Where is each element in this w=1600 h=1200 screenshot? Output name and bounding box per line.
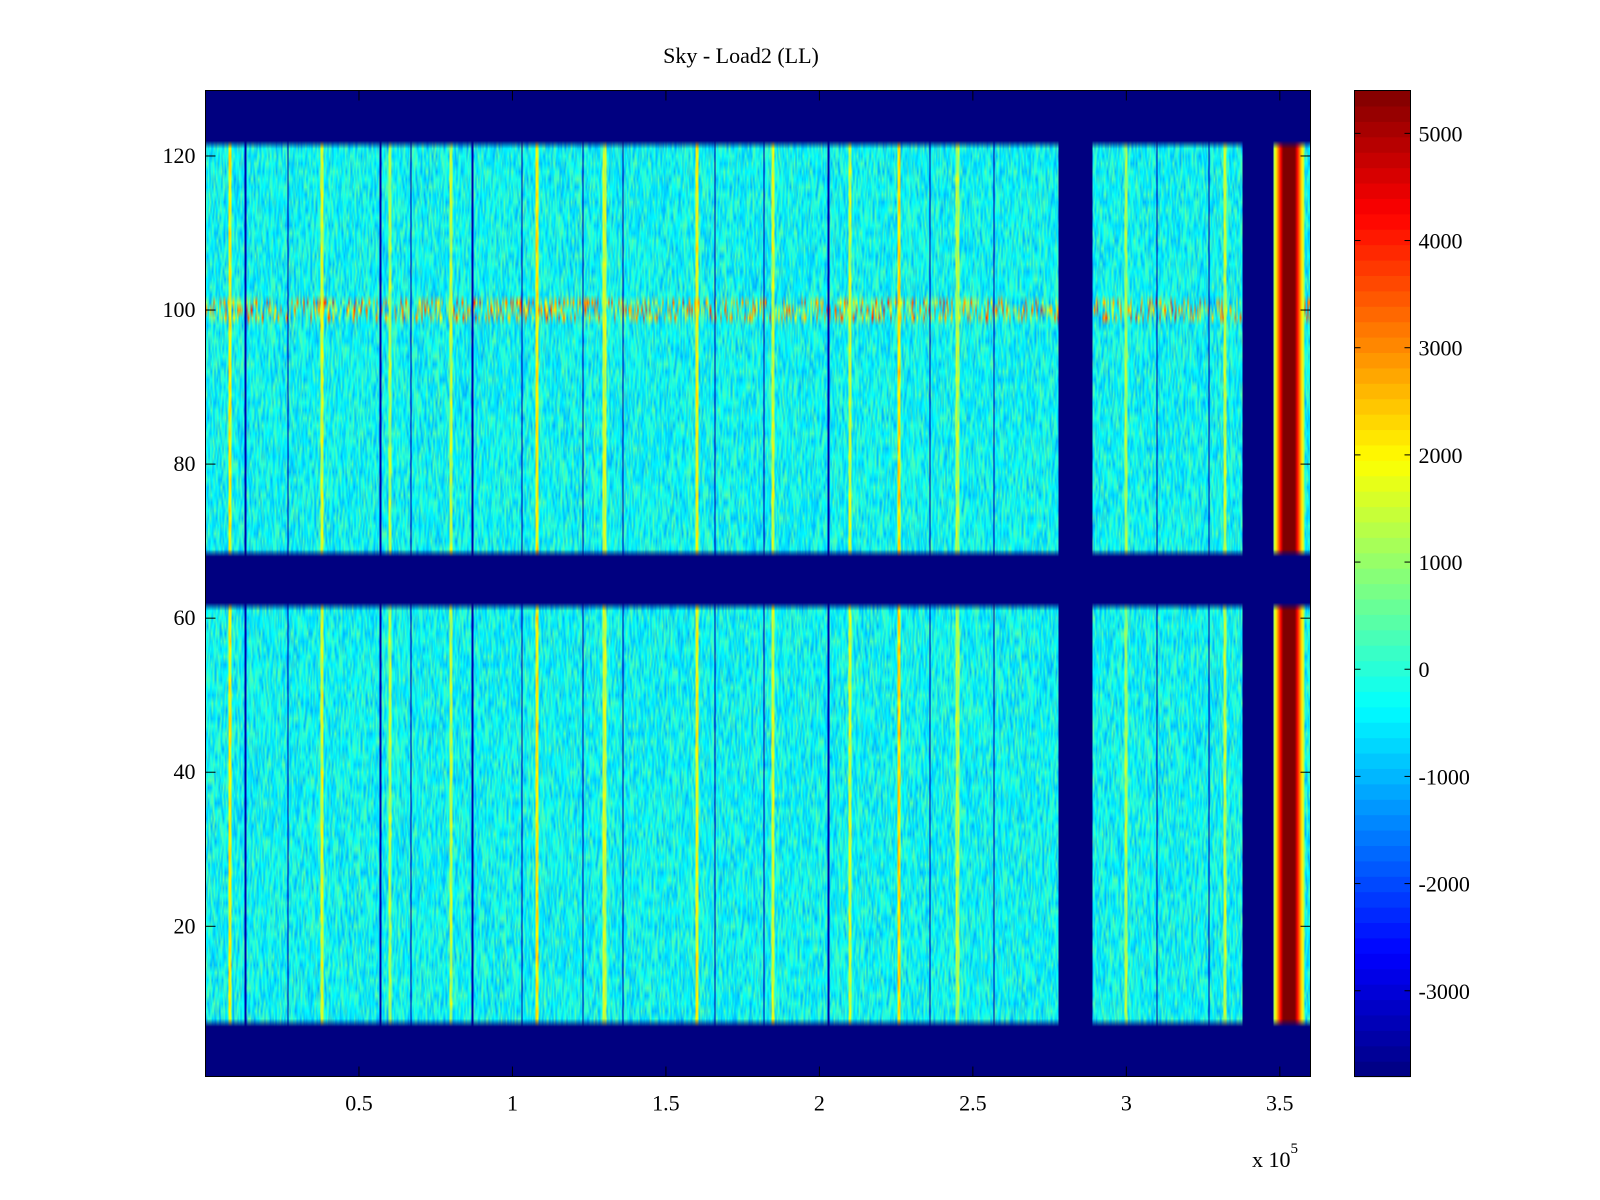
colorbar-swatch (1354, 1030, 1411, 1047)
colorbar-swatch (1354, 876, 1411, 893)
colorbar-swatch (1354, 383, 1411, 400)
x-exponent-label: x 105 (1252, 1141, 1298, 1172)
colorbar-swatch (1354, 398, 1411, 415)
colorbar-swatch (1354, 290, 1411, 307)
colorbar-swatch (1354, 799, 1411, 816)
chart-title: Sky - Load2 (LL) (663, 43, 819, 68)
colorbar-swatch (1354, 337, 1411, 354)
colorbar-swatch (1354, 629, 1411, 646)
y-tick-label: 120 (163, 143, 196, 168)
colorbar-swatch (1354, 244, 1411, 261)
colorbar-swatch (1354, 552, 1411, 569)
colorbar-swatch (1354, 275, 1411, 292)
colorbar-swatch (1354, 768, 1411, 785)
colorbar-swatch (1354, 568, 1411, 585)
colorbar-swatch (1354, 414, 1411, 431)
y-tick-label: 80 (174, 451, 196, 476)
colorbar-swatch (1354, 830, 1411, 847)
heatmap-image (205, 90, 1311, 1077)
x-tick-label: 1.5 (652, 1091, 680, 1116)
colorbar-swatch (1354, 105, 1411, 122)
colorbar-tick-label: 5000 (1419, 121, 1463, 146)
colorbar-swatch (1354, 968, 1411, 985)
colorbar-swatch (1354, 660, 1411, 677)
colorbar-swatch (1354, 845, 1411, 862)
colorbar-swatch (1354, 444, 1411, 461)
colorbar-swatch (1354, 537, 1411, 554)
colorbar-swatch (1354, 259, 1411, 276)
colorbar-swatch (1354, 136, 1411, 153)
x-tick-label: 3 (1121, 1091, 1132, 1116)
x-exponent-base: x 10 (1252, 1147, 1291, 1172)
colorbar-swatch (1354, 321, 1411, 338)
x-tick-label: 2.5 (959, 1091, 987, 1116)
colorbar-swatch (1354, 491, 1411, 508)
colorbar-swatch (1354, 429, 1411, 446)
colorbar-swatch (1354, 167, 1411, 184)
colorbar-swatch (1354, 90, 1411, 107)
colorbar-swatch (1354, 645, 1411, 662)
colorbar-swatch (1354, 691, 1411, 708)
colorbar-swatch (1354, 675, 1411, 692)
colorbar-swatch (1354, 229, 1411, 246)
plot-frame (205, 90, 1311, 1077)
colorbar-swatch (1354, 891, 1411, 908)
colorbar-swatch (1354, 783, 1411, 800)
y-axis: 20 40 60 80 100 120 (163, 143, 1311, 938)
colorbar-swatch (1354, 475, 1411, 492)
colorbar-swatch (1354, 614, 1411, 631)
colorbar-tick-label: 2000 (1419, 443, 1463, 468)
colorbar-swatch (1354, 999, 1411, 1016)
x-tick-label: 3.5 (1266, 1091, 1294, 1116)
colorbar-swatch (1354, 182, 1411, 199)
colorbar-tick-label: 0 (1419, 657, 1430, 682)
colorbar-swatch (1354, 953, 1411, 970)
colorbar-swatch (1354, 937, 1411, 954)
colorbar-swatch (1354, 1014, 1411, 1031)
x-exponent-power: 5 (1291, 1141, 1299, 1157)
colorbar-tick-label: 3000 (1419, 336, 1463, 361)
plot-area (205, 90, 1311, 1077)
y-tick-label: 100 (163, 297, 196, 322)
colorbar-swatch (1354, 984, 1411, 1001)
colorbar-frame (1354, 90, 1411, 1077)
colorbar-swatch (1354, 367, 1411, 384)
x-tick-label: 0.5 (345, 1091, 373, 1116)
colorbar-tick-label: -2000 (1419, 872, 1470, 897)
colorbar-swatch (1354, 922, 1411, 939)
y-tick-label: 20 (174, 913, 196, 938)
y-tick-label: 60 (174, 605, 196, 630)
colorbar (1354, 90, 1411, 1078)
colorbar-swatch (1354, 306, 1411, 323)
colorbar-swatch (1354, 907, 1411, 924)
colorbar-swatch (1354, 752, 1411, 769)
colorbar-tick-label: -3000 (1419, 979, 1470, 1004)
colorbar-swatch (1354, 121, 1411, 138)
colorbar-swatch (1354, 1061, 1411, 1078)
colorbar-swatch (1354, 521, 1411, 538)
colorbar-swatch (1354, 460, 1411, 477)
colorbar-swatch (1354, 213, 1411, 230)
colorbar-swatch (1354, 583, 1411, 600)
colorbar-swatch (1354, 706, 1411, 723)
colorbar-swatch (1354, 506, 1411, 523)
colorbar-tick-label: -1000 (1419, 764, 1470, 789)
colorbar-swatch (1354, 198, 1411, 215)
colorbar-swatch (1354, 814, 1411, 831)
colorbar-swatch (1354, 737, 1411, 754)
colorbar-tick-label: 4000 (1419, 229, 1463, 254)
colorbar-swatch (1354, 152, 1411, 169)
x-tick-label: 2 (814, 1091, 825, 1116)
y-tick-label: 40 (174, 759, 196, 784)
colorbar-swatch (1354, 598, 1411, 615)
x-tick-label: 1 (507, 1091, 518, 1116)
colorbar-swatch (1354, 722, 1411, 739)
x-axis: 0.5 1 1.5 2 2.5 3 3.5 (345, 90, 1294, 1116)
colorbar-swatch (1354, 860, 1411, 877)
colorbar-swatch (1354, 1045, 1411, 1062)
colorbar-tick-label: 1000 (1419, 550, 1463, 575)
colorbar-axis: -3000 -2000 -1000 0 1000 2000 3000 4000 5000 (1354, 121, 1470, 1004)
colorbar-swatch (1354, 352, 1411, 369)
